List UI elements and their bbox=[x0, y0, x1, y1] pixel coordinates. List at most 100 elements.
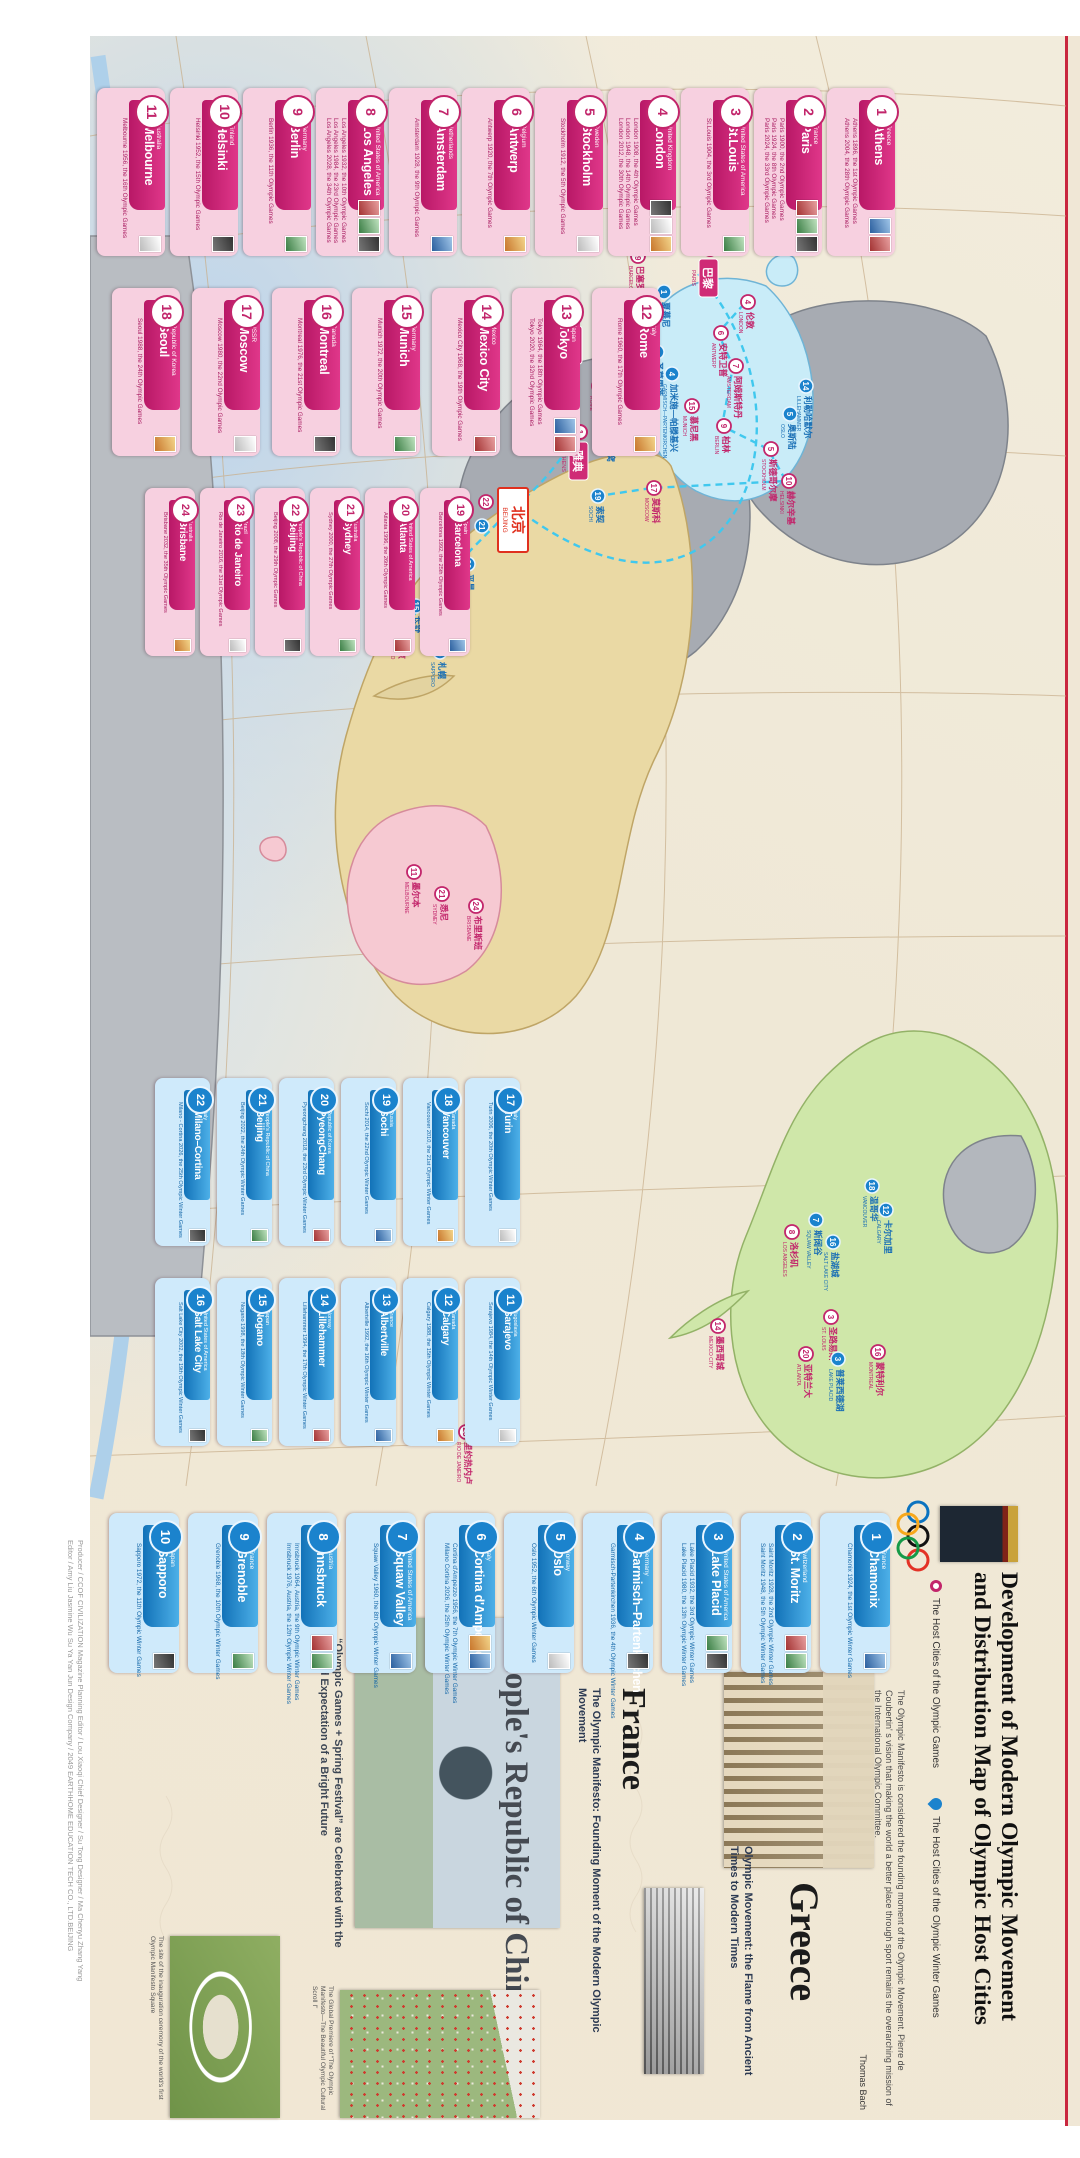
marker-number: 7 bbox=[811, 1218, 820, 1223]
poster-thumbnails bbox=[232, 1653, 254, 1669]
card-city-label: Montreal bbox=[317, 324, 331, 375]
card-city-label: Paris bbox=[799, 124, 813, 154]
card-city-label: Barcelona bbox=[452, 520, 463, 567]
card-country-label: France bbox=[812, 124, 819, 145]
poster-thumbnails bbox=[251, 1229, 268, 1242]
card-description: Cortina d'Ampezzo 1956, the 7th Olympic … bbox=[443, 1543, 458, 1703]
poster-thumbnails bbox=[394, 436, 416, 452]
marker-number: 11 bbox=[409, 868, 418, 877]
summer-marker-icon bbox=[798, 1346, 814, 1362]
poster-thumbnail bbox=[314, 436, 336, 452]
card-header-bar: 8 Austria Innsbruck bbox=[301, 1520, 341, 1627]
poster-thumbnails bbox=[869, 218, 891, 252]
card-description-line: Tokyo 1964, the 18th Olympic Games bbox=[536, 318, 543, 425]
city-name-en: PARIS bbox=[690, 270, 696, 286]
card-description: Seoul 1988, the 24th Olympic Games bbox=[135, 318, 143, 454]
city-name-en: BERLIN bbox=[713, 436, 719, 454]
card-number-badge: 23 bbox=[226, 496, 254, 524]
card-description-line: Innsbruck 1976, Austria, the 12th Olympi… bbox=[285, 1543, 293, 1704]
card-header-bar: 10 Japan Sapporo bbox=[143, 1520, 183, 1627]
poster-thumbnail bbox=[232, 1653, 254, 1669]
city-name-zh: 阿姆斯特丹 bbox=[733, 376, 743, 419]
poster-thumbnail bbox=[469, 1653, 491, 1669]
city-name-en: ATHENS bbox=[560, 450, 566, 472]
card-description-line: Montreal 1976, the 21st Olympic Games bbox=[296, 318, 303, 433]
marker-number: 5 bbox=[766, 447, 775, 452]
card-description: Beijing 2022, the 24th Olympic Winter Ga… bbox=[238, 1102, 245, 1244]
card-number-badge: 12 bbox=[630, 295, 664, 329]
winter-marker-icon bbox=[808, 1212, 824, 1228]
poster-thumbnails bbox=[212, 236, 234, 252]
poster-thumbnail bbox=[796, 236, 818, 252]
summer-card-19: 19 Spain Barcelona Barcelona 1992, the 25th… bbox=[420, 488, 474, 656]
card-header-bar: 15 Japan Nogano bbox=[246, 1286, 276, 1400]
poster-thumbnails bbox=[285, 236, 307, 252]
poster-thumbnail bbox=[548, 1653, 570, 1669]
card-country-label: United States of America bbox=[406, 1549, 413, 1621]
city-name-zh: 温哥华 bbox=[869, 1196, 879, 1222]
poster-thumbnails bbox=[375, 1229, 392, 1242]
card-description-line: Lake Placid 1980, the 13th Olympic Winte… bbox=[680, 1543, 688, 1687]
card-city-label: St.Louis bbox=[726, 124, 740, 172]
card-description-line: Antwerp 1920, the 7th Olympic Games bbox=[486, 118, 493, 228]
card-description: Amsterdam 1928, the 9th Olympic Games bbox=[412, 118, 420, 254]
card-country-label: Sweden bbox=[593, 124, 600, 148]
card-description-line: Sarajevo 1984, the 14th Olympic Winter G… bbox=[487, 1302, 493, 1421]
city-name-zh: 平昌 bbox=[465, 574, 475, 591]
card-description: Innsbruck 1964, Austria, the 9th Olympic… bbox=[285, 1543, 300, 1704]
card-header-bar: 22 Italy Milano–Cortina bbox=[184, 1086, 214, 1200]
card-city-label: Melbourne bbox=[142, 124, 156, 186]
card-description-line: Rome 1960, the 17th Olympic Games bbox=[616, 318, 623, 425]
poster-thumbnails bbox=[284, 639, 301, 652]
winter-card-13: 13 France Albertville Albertville 1992, the… bbox=[341, 1278, 400, 1446]
summer-marker-icon bbox=[646, 480, 662, 496]
card-city-label: Sydney bbox=[342, 520, 353, 555]
card-header-bar: 21 People's Republic of China Beijing bbox=[246, 1086, 276, 1200]
summer-card-5: 5 Sweden Stockholm Stockholm 1912, the 5th … bbox=[535, 88, 607, 256]
card-country-label: Italy bbox=[485, 1549, 492, 1561]
credits-line1: Producer / CCOF CIVILIZATION Magazine Pl… bbox=[76, 1540, 85, 1982]
poster-thumbnail bbox=[311, 1635, 333, 1651]
poster-thumbnail bbox=[869, 218, 891, 234]
card-header-bar: 6 Italy Cortina d'Ampezzo bbox=[459, 1520, 499, 1658]
summer-marker-icon bbox=[784, 1224, 800, 1240]
winter-card-20: 20 Republic of Korea PyeongChang Pyeongchan… bbox=[279, 1078, 338, 1246]
card-number-badge: 16 bbox=[310, 295, 344, 329]
poster-thumbnail bbox=[189, 1229, 206, 1242]
poster-thumbnails bbox=[449, 639, 466, 652]
card-description: Albertville 1992, the 16th Olympic Winte… bbox=[362, 1302, 369, 1444]
card-header-bar: 16 Canada Montreal bbox=[304, 295, 344, 410]
card-number-badge: 3 bbox=[702, 1520, 736, 1554]
winter-marker-icon bbox=[664, 366, 680, 382]
beijing-name-zh: 北京 bbox=[510, 506, 526, 534]
poster-thumbnail bbox=[650, 200, 672, 216]
card-city-label: Antwerp bbox=[507, 124, 521, 173]
card-description-line: Lake Placid 1932, the 3rd Olympic Winter… bbox=[688, 1543, 695, 1683]
card-number-badge: 10 bbox=[149, 1520, 183, 1554]
card-city-label: Rio de Janeiro bbox=[232, 520, 243, 587]
marker-number: 17 bbox=[649, 484, 658, 493]
card-country-label: Norway bbox=[564, 1549, 571, 1572]
poster-thumbnail bbox=[785, 1635, 807, 1651]
card-description-line: Milano - Cortina 2026, the 25th Olympic … bbox=[177, 1102, 183, 1238]
card-number-badge: 5 bbox=[573, 95, 607, 129]
legend-winter-label: The Host Cities of the Olympic Winter Ga… bbox=[930, 1816, 942, 2018]
city-name-zh: 伦敦 bbox=[745, 312, 755, 330]
poster-thumbnails bbox=[706, 1635, 728, 1669]
winter-card-19: 19 Russia Sochi Sochi 2014, the 22nd Olympi… bbox=[341, 1078, 400, 1246]
card-description-line: Saint Moritz 1928, the 2nd Olympic Winte… bbox=[767, 1543, 774, 1686]
winter-card-5: 5 Norway Oslo Oslo 1952, the 6th Olympic Wi… bbox=[504, 1513, 578, 1673]
winter-card-7: 7 United States of America Squaw Valley Squ… bbox=[346, 1513, 420, 1688]
card-city-label: Seoul bbox=[157, 324, 171, 358]
winter-card-16: 16 United States of America Salt Lake City… bbox=[155, 1278, 214, 1446]
card-city-label: Salt Lake City bbox=[192, 1310, 203, 1373]
city-name-en: SYDNEY bbox=[431, 904, 437, 925]
card-description-line: Los Angeles 1932, the 10th Olympic Games bbox=[340, 118, 347, 243]
card-description: Barcelona 1992, the 25th Olympic Games bbox=[436, 512, 443, 654]
card-city-label: Albertville bbox=[378, 1310, 389, 1357]
poster-thumbnails bbox=[139, 236, 161, 252]
poster-thumbnail bbox=[706, 1653, 728, 1669]
card-header-bar: 6 Belgium Antwerp bbox=[494, 95, 534, 210]
